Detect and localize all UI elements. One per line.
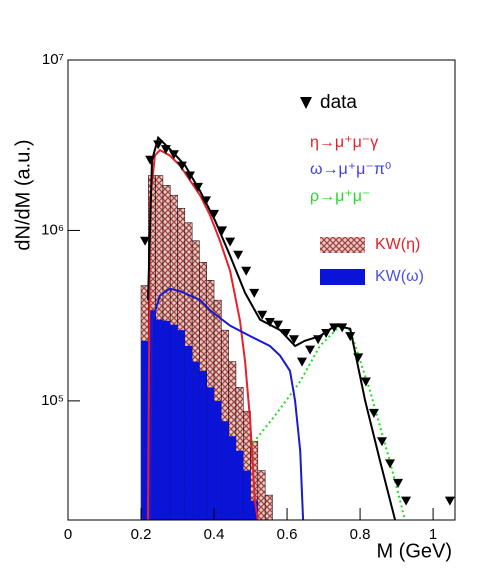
legend-label: KW(η) bbox=[375, 236, 420, 253]
data-point bbox=[145, 155, 156, 165]
hist-bar bbox=[141, 340, 149, 520]
legend-label: KW(ω) bbox=[375, 268, 424, 285]
hist-bar bbox=[257, 470, 266, 521]
hist-bar bbox=[235, 450, 244, 520]
y-axis-label: dN/dM (a.u.) bbox=[12, 139, 34, 250]
data-point bbox=[401, 496, 412, 506]
x-tick-label: 0.4 bbox=[204, 526, 225, 543]
data-point bbox=[297, 357, 308, 367]
hist-bar bbox=[199, 370, 207, 520]
data-point bbox=[225, 237, 236, 247]
legend-label: ω→μ⁺μ⁻π⁰ bbox=[310, 161, 391, 178]
x-tick-label: 0.2 bbox=[131, 526, 152, 543]
data-point bbox=[321, 329, 332, 339]
y-tick-label: 10⁶ bbox=[41, 221, 64, 238]
y-tick-label: 10⁷ bbox=[42, 51, 64, 68]
curve bbox=[147, 148, 259, 521]
x-tick-label: 0.6 bbox=[277, 526, 298, 543]
x-tick-label: 1 bbox=[429, 526, 437, 543]
data-point bbox=[305, 345, 316, 355]
curve bbox=[147, 135, 397, 521]
y-tick-label: 10⁵ bbox=[41, 392, 64, 409]
data-point bbox=[233, 250, 244, 260]
hist-bar bbox=[206, 387, 215, 520]
hist-bar bbox=[184, 345, 193, 520]
legend-swatch bbox=[320, 269, 365, 285]
data-point bbox=[264, 318, 275, 328]
hist-bar bbox=[264, 494, 273, 521]
data-point bbox=[444, 496, 455, 506]
plot-area bbox=[140, 135, 455, 521]
hist-bar bbox=[162, 320, 171, 520]
x-tick-label: 0 bbox=[64, 526, 72, 543]
hist-bar bbox=[192, 361, 200, 520]
data-point bbox=[168, 150, 179, 160]
data-point bbox=[184, 171, 195, 181]
legend-label: η→μ⁺μ⁻γ bbox=[310, 134, 378, 151]
curve bbox=[149, 287, 305, 521]
data-point bbox=[241, 266, 252, 276]
data-point bbox=[288, 335, 299, 345]
data-point bbox=[376, 437, 387, 447]
data-point bbox=[153, 140, 164, 150]
legend-label: data bbox=[320, 92, 357, 113]
data-point bbox=[192, 182, 203, 192]
data-point bbox=[272, 320, 283, 330]
data-point bbox=[249, 288, 260, 298]
x-axis-label: M (GeV) bbox=[376, 540, 452, 562]
data-point bbox=[345, 332, 356, 342]
frame bbox=[67, 59, 456, 521]
data-point bbox=[257, 310, 268, 320]
data-point bbox=[201, 196, 212, 206]
data-point bbox=[329, 323, 340, 333]
legend-marker bbox=[300, 97, 312, 109]
data-point bbox=[140, 236, 151, 246]
data-point bbox=[313, 335, 324, 345]
data-point bbox=[368, 408, 379, 418]
data-point bbox=[385, 459, 396, 469]
hist-bar bbox=[177, 330, 185, 520]
hist-bar bbox=[214, 400, 222, 520]
data-point bbox=[393, 478, 404, 488]
data-point bbox=[176, 161, 187, 171]
data-point bbox=[160, 145, 171, 155]
legend-swatch bbox=[320, 237, 365, 253]
x-tick-label: 0.8 bbox=[350, 526, 371, 543]
data-point bbox=[209, 209, 220, 219]
hist-bar bbox=[243, 470, 251, 520]
data-point bbox=[280, 329, 291, 339]
data-point bbox=[217, 226, 228, 236]
legend-label: ρ→μ⁺μ⁻ bbox=[310, 188, 370, 205]
hist-bar bbox=[221, 421, 229, 520]
hist-bar bbox=[228, 436, 236, 520]
data-point bbox=[360, 377, 371, 387]
data-point bbox=[337, 323, 348, 333]
data-point bbox=[353, 353, 364, 363]
curve bbox=[249, 324, 406, 521]
hist-bar bbox=[155, 319, 163, 520]
hist-bar bbox=[170, 324, 178, 520]
hist-bar bbox=[250, 500, 258, 520]
